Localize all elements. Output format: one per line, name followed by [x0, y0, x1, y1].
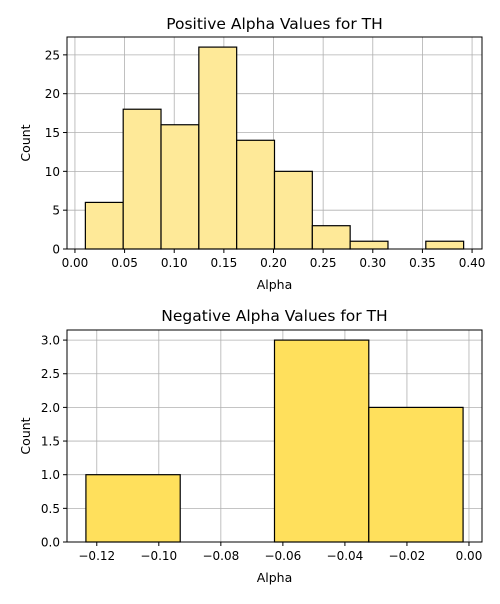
- x-tick-label: −0.12: [78, 549, 115, 563]
- y-tick-label: 10: [45, 165, 60, 179]
- y-tick-label: 1.0: [41, 468, 60, 482]
- y-axis-label: Count: [18, 417, 33, 454]
- chart-title: Positive Alpha Values for TH: [166, 15, 383, 33]
- histogram-bar: [349, 240, 389, 250]
- histogram-bar: [368, 406, 464, 543]
- x-axis-label: Alpha: [257, 277, 293, 292]
- x-tick-label: 0.25: [310, 256, 337, 270]
- histogram-bar: [236, 139, 276, 250]
- y-tick-label: 5: [52, 204, 60, 218]
- x-tick-label: 0.00: [62, 256, 89, 270]
- x-tick-label: 0.15: [211, 256, 238, 270]
- y-tick-label: 20: [45, 87, 60, 101]
- y-tick-label: 0.0: [41, 536, 60, 550]
- histogram-bar: [311, 225, 351, 250]
- x-tick-label: −0.02: [389, 549, 426, 563]
- x-tick-label: 0.35: [409, 256, 436, 270]
- chart-title: Negative Alpha Values for TH: [161, 307, 387, 325]
- x-tick-label: −0.06: [264, 549, 301, 563]
- histogram-bar: [122, 108, 162, 250]
- y-axis-label: Count: [18, 124, 33, 161]
- axes-frame: [66, 329, 483, 543]
- negative-alpha-panel: −0.12 −0.10 −0.08 −0.06 −0.04 −0.02 0.00 0.0 0.5…: [18, 307, 483, 585]
- x-tick-label: −0.04: [327, 549, 364, 563]
- x-tick-label: 0.30: [359, 256, 386, 270]
- histogram-bar: [85, 474, 181, 543]
- y-tick-label: 2.0: [41, 401, 60, 415]
- axes-frame: [66, 36, 483, 250]
- y-tick-label: 3.0: [41, 334, 60, 348]
- histogram-bar: [84, 201, 124, 250]
- y-tick-label: 15: [45, 126, 60, 140]
- x-tick-label: −0.10: [140, 549, 177, 563]
- x-axis-label: Alpha: [257, 570, 293, 585]
- x-tick-label: 0.00: [456, 549, 483, 563]
- histogram-bar: [425, 240, 465, 250]
- x-tick-label: −0.08: [202, 549, 239, 563]
- y-tick-label: 0: [52, 243, 60, 257]
- positive-alpha-panel: 0.00 0.05 0.10 0.15 0.20 0.25 0.30 0.35 0.40 0 5 10…: [18, 15, 485, 292]
- x-tick-label: 0.10: [161, 256, 188, 270]
- histogram-bar: [273, 170, 313, 250]
- y-tick-label: 1.5: [41, 435, 60, 449]
- x-tick-label: 0.05: [111, 256, 138, 270]
- x-tick-label: 0.40: [459, 256, 486, 270]
- histogram-bar: [273, 339, 370, 543]
- x-tick-label: 0.20: [260, 256, 287, 270]
- y-tick-label: 2.5: [41, 367, 60, 381]
- y-tick-label: 25: [45, 48, 60, 62]
- histogram-bar: [198, 46, 238, 250]
- histogram-bar: [160, 124, 200, 250]
- y-tick-label: 0.5: [41, 502, 60, 516]
